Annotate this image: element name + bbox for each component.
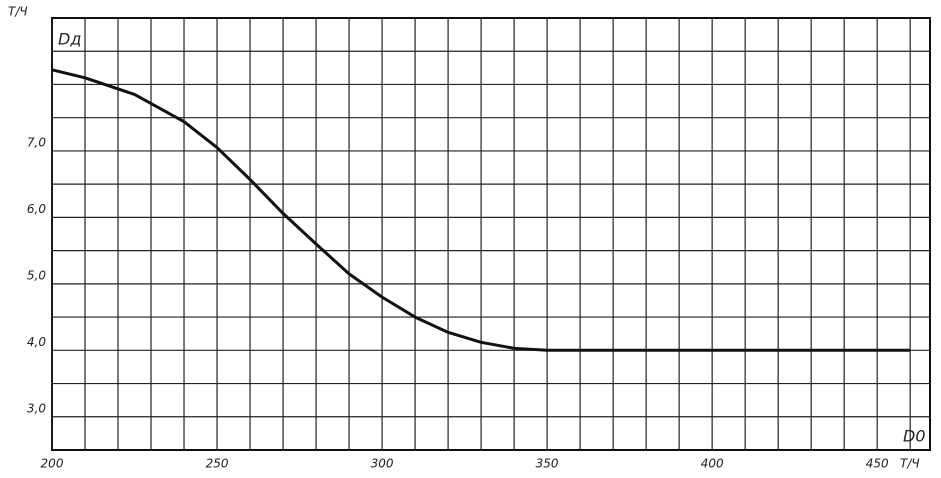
y-tick-label: 5,0 — [27, 268, 46, 282]
x-tick-label: 200 — [41, 457, 64, 471]
x-label: D0 — [903, 427, 926, 446]
y-tick-label: 4,0 — [27, 335, 46, 349]
y-tick-label: 3,0 — [27, 401, 46, 415]
x-unit: Т/Ч — [900, 457, 920, 471]
y-unit: Т/Ч — [8, 5, 28, 19]
x-tick-label: 350 — [536, 457, 559, 471]
x-tick-label: 300 — [371, 457, 394, 471]
data-line — [51, 68, 911, 352]
y-tick-label: 7,0 — [27, 135, 46, 149]
x-tick-label: 400 — [701, 457, 724, 471]
y-label: Dд — [58, 30, 81, 49]
x-tick-label: 450 — [866, 457, 889, 471]
x-tick-label: 250 — [206, 457, 229, 471]
y-tick-label: 6,0 — [27, 202, 46, 216]
